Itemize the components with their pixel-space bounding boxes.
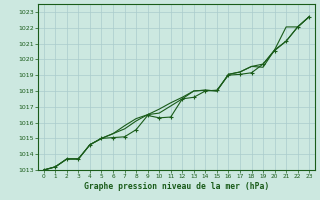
X-axis label: Graphe pression niveau de la mer (hPa): Graphe pression niveau de la mer (hPa) [84,182,269,191]
